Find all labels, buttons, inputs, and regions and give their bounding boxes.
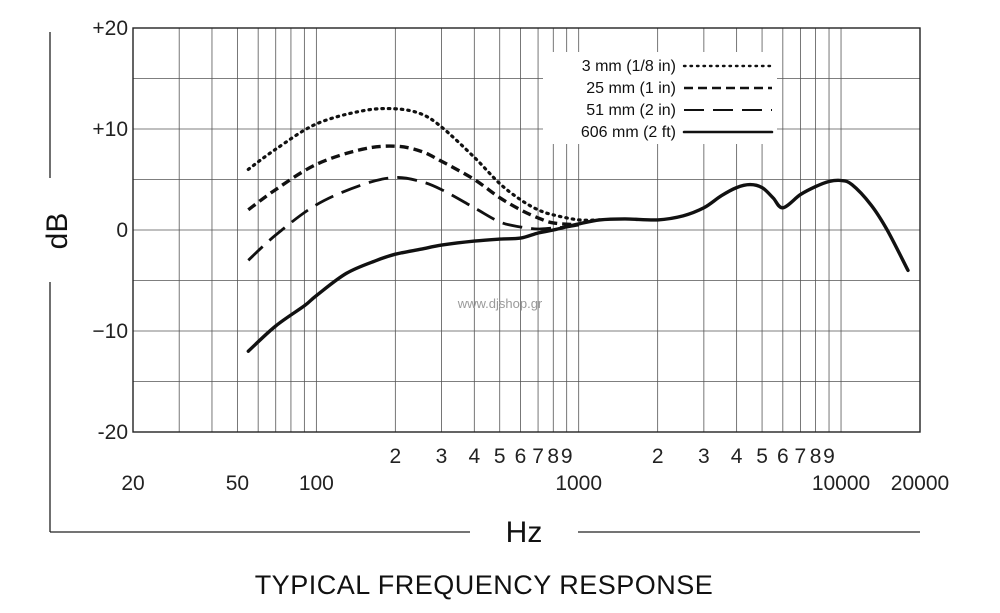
y-tick-labels: +20 +10 0 −10 -20 xyxy=(92,17,128,444)
legend-label: 51 mm (2 in) xyxy=(586,102,676,119)
outer-axes xyxy=(49,32,920,533)
x-tick-label: 8 xyxy=(810,445,822,468)
legend-label: 25 mm (1 in) xyxy=(586,80,676,97)
series-line-short-dash xyxy=(247,144,579,227)
x-tick-label: 1000 xyxy=(555,472,602,495)
grid xyxy=(133,28,920,432)
x-tick-label: 3 xyxy=(698,445,710,468)
legend-label: 3 mm (1/8 in) xyxy=(582,58,676,75)
x-tick-labels: 2 3 4 5 6 7 8 9 2 3 4 5 6 7 8 920 50 100 1000 10000 20000 xyxy=(121,445,949,495)
y-tick-label: +10 xyxy=(92,118,128,141)
plot-border xyxy=(132,27,921,433)
x-tick-label: 100 xyxy=(299,472,334,495)
x-tick-label: 6 xyxy=(777,445,789,468)
legend-background xyxy=(543,52,777,144)
x-tick-label: 9 xyxy=(823,445,835,468)
series-line-solid xyxy=(246,178,910,353)
y-tick-label: -20 xyxy=(98,421,128,444)
x-tick-label: 6 xyxy=(515,445,527,468)
y-axis-title: dB xyxy=(41,213,74,250)
x-tick-label: 5 xyxy=(756,445,768,468)
x-tick-label: 20000 xyxy=(891,472,949,495)
series-lines xyxy=(246,106,910,353)
x-tick-label: 8 xyxy=(547,445,559,468)
x-tick-label: 10000 xyxy=(812,472,870,495)
series-line-long-dash xyxy=(247,176,579,262)
x-tick-label: 4 xyxy=(731,445,743,468)
plot-frame xyxy=(132,27,921,433)
chart-title: TYPICAL FREQUENCY RESPONSE xyxy=(255,570,714,600)
x-tick-label: 4 xyxy=(468,445,480,468)
x-tick-label: 5 xyxy=(494,445,506,468)
y-tick-label: 0 xyxy=(116,219,128,242)
x-tick-label: 7 xyxy=(532,445,544,468)
x-tick-label: 2 xyxy=(389,445,401,468)
legend-label: 606 mm (2 ft) xyxy=(581,124,676,141)
x-axis-title: Hz xyxy=(506,516,543,549)
y-tick-label: −10 xyxy=(92,320,128,343)
x-tick-label: 50 xyxy=(226,472,249,495)
series-line-dotted xyxy=(246,106,602,222)
x-tick-label: 9 xyxy=(561,445,573,468)
x-tick-label: 7 xyxy=(795,445,807,468)
legend: 3 mm (1/8 in) 25 mm (1 in) 51 mm (2 in) 606… xyxy=(543,52,777,144)
x-tick-label: 2 xyxy=(652,445,664,468)
x-tick-label: 20 xyxy=(121,472,144,495)
y-tick-label: +20 xyxy=(92,17,128,40)
x-tick-label: 3 xyxy=(436,445,448,468)
watermark: www.djshop.gr xyxy=(457,296,543,311)
